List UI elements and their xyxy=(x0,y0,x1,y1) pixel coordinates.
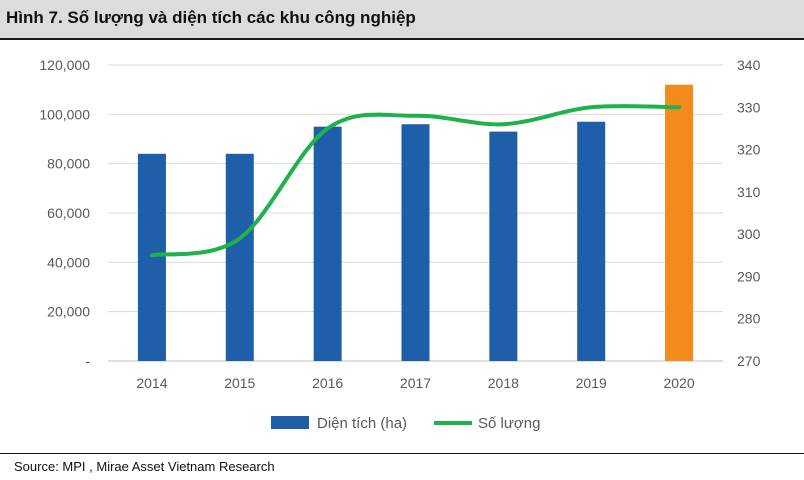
y-right-tick-label: 280 xyxy=(737,311,761,327)
bar xyxy=(489,131,518,361)
y-right-tick-label: 270 xyxy=(737,353,761,369)
bar xyxy=(137,153,166,361)
bar xyxy=(577,121,606,361)
y-left-tick-label: 20,000 xyxy=(47,304,90,320)
bar xyxy=(401,124,430,361)
x-tick-label: 2018 xyxy=(488,375,519,391)
y-left-tick-label: 100,000 xyxy=(39,106,90,122)
y-left-tick-label: 120,000 xyxy=(39,57,90,73)
source-divider xyxy=(0,453,804,454)
page-title: Hình 7. Số lượng và diện tích các khu cô… xyxy=(6,8,416,27)
y-right-tick-label: 330 xyxy=(737,99,761,115)
y-right-tick-label: 320 xyxy=(737,142,761,158)
chart: - 20,000 40,000 60,000 80,000 100,000 120,000 2… xyxy=(39,57,761,432)
bar xyxy=(225,153,254,361)
source-note: Source: MPI , Mirae Asset Vietnam Resear… xyxy=(14,459,275,474)
y-right-tick-label: 290 xyxy=(737,268,761,284)
x-tick-label: 2019 xyxy=(576,375,607,391)
legend-swatch-bar xyxy=(271,416,309,429)
x-tick-label: 2015 xyxy=(224,375,255,391)
x-tick-label: 2017 xyxy=(400,375,431,391)
bar xyxy=(313,126,342,362)
series-line-so-luong xyxy=(149,104,682,258)
x-tick-label: 2014 xyxy=(136,375,167,391)
bar xyxy=(665,84,694,361)
y-left-tick-label: 60,000 xyxy=(47,205,90,221)
y-right-tick-label: 300 xyxy=(737,226,761,242)
y-left-tick-label: 80,000 xyxy=(47,156,90,172)
legend-label-dien-tich: Diện tích (ha) xyxy=(317,415,407,432)
legend-label-so-luong: Số lượng xyxy=(478,415,540,432)
title-bar: Hình 7. Số lượng và diện tích các khu cô… xyxy=(0,0,804,40)
y-right-tick-label: 340 xyxy=(737,57,761,73)
x-tick-label: 2016 xyxy=(312,375,343,391)
y-left-tick-label: - xyxy=(85,353,90,369)
x-tick-label: 2020 xyxy=(663,375,694,391)
y-right-tick-label: 310 xyxy=(737,184,761,200)
y-left-tick-label: 40,000 xyxy=(47,254,90,270)
